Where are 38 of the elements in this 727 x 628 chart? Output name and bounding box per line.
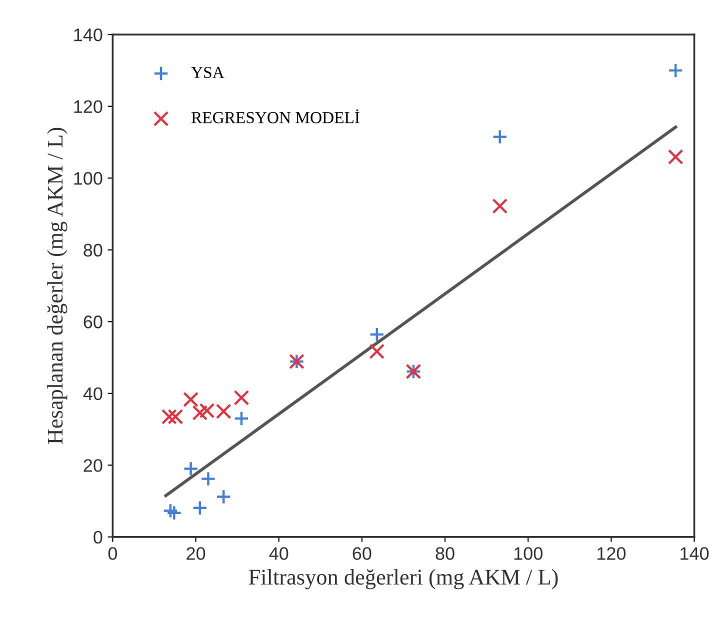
- point: [162, 503, 178, 518]
- y-tick-label: 80: [84, 244, 102, 257]
- point: [200, 471, 216, 487]
- y-tick-label: 40: [83, 387, 102, 400]
- y-tick-label: 0: [94, 530, 102, 544]
- point: [166, 505, 182, 521]
- point: [369, 326, 385, 342]
- x-tick-label: 20: [186, 547, 206, 560]
- point: [183, 461, 198, 476]
- y-tick-label: 100: [74, 172, 102, 185]
- point: [192, 405, 208, 420]
- point: [668, 149, 684, 165]
- point: [234, 410, 250, 426]
- point: [492, 129, 508, 145]
- x-tick-label: 140: [680, 547, 709, 560]
- y-tick-label: 140: [74, 28, 102, 42]
- y-tick-label: 120: [74, 100, 102, 114]
- x-tick-label: 0: [108, 547, 117, 560]
- point: [192, 500, 208, 516]
- point: [234, 390, 250, 406]
- legend-label: YSA: [191, 66, 224, 78]
- y-tick-label: 60: [84, 316, 102, 328]
- x-axis-title: Filtrasyon değerleri (mg AKM / L): [248, 569, 558, 590]
- legend-label: REGRESYON MODELİ: [192, 109, 360, 124]
- point: [492, 198, 508, 214]
- x-tick-label: 100: [514, 547, 542, 560]
- point: [369, 344, 385, 360]
- point: [161, 409, 177, 424]
- x-tick-label: 60: [352, 547, 372, 560]
- point: [168, 409, 184, 424]
- point: [668, 62, 684, 78]
- point: [216, 489, 232, 504]
- x-tick-label: 120: [598, 547, 626, 560]
- y-axis-title: Hesaplanan değerler (mg AKM / L): [47, 128, 68, 444]
- y-tick-label: 20: [84, 459, 102, 472]
- x-tick-label: 40: [269, 547, 288, 560]
- point: [183, 392, 198, 408]
- x-tick-label: 80: [436, 547, 454, 560]
